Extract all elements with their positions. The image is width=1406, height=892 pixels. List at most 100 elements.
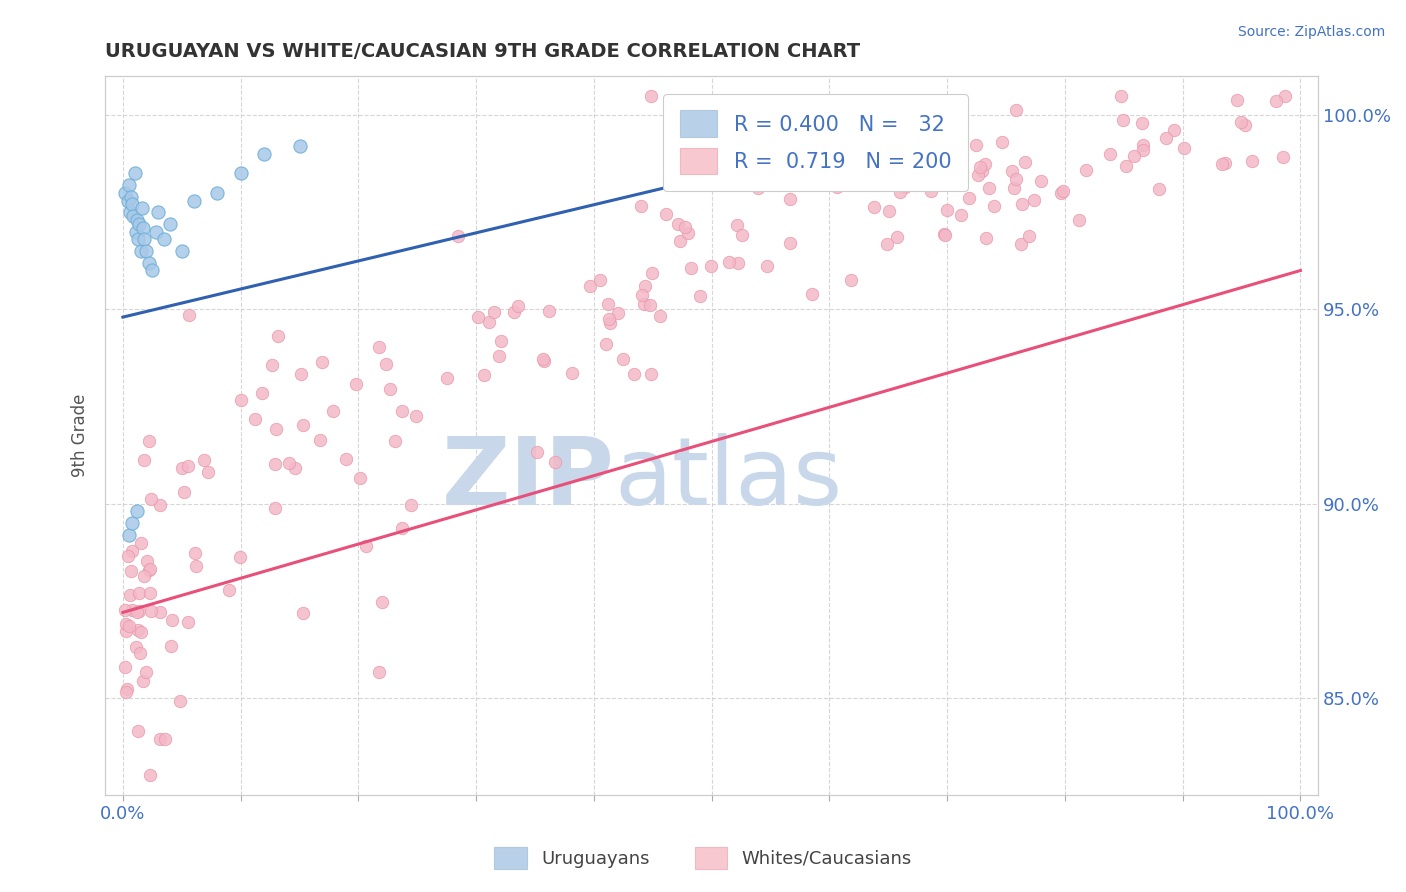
- Point: [160, 614, 183, 628]
- Point: [356, 540, 378, 554]
- Point: [589, 273, 612, 287]
- Point: [384, 434, 406, 449]
- Point: [863, 200, 886, 214]
- Point: [447, 229, 470, 244]
- Point: [229, 550, 252, 565]
- Point: [598, 312, 620, 326]
- Point: [717, 255, 740, 269]
- Point: [229, 166, 252, 180]
- Point: [124, 166, 146, 180]
- Point: [153, 732, 176, 747]
- Point: [796, 174, 818, 188]
- Point: [138, 434, 160, 449]
- Point: [877, 204, 900, 219]
- Point: [700, 260, 723, 274]
- Point: [472, 368, 495, 383]
- Point: [1004, 171, 1026, 186]
- Point: [1010, 237, 1032, 252]
- Point: [533, 351, 555, 366]
- Point: [128, 217, 150, 231]
- Point: [846, 160, 869, 174]
- Point: [779, 236, 801, 251]
- Legend: R = 0.400   N =   32, R =  0.719   N = 200: R = 0.400 N = 32, R = 0.719 N = 200: [664, 94, 969, 191]
- Point: [135, 665, 157, 680]
- Point: [121, 197, 143, 211]
- Point: [934, 149, 956, 163]
- Point: [1002, 181, 1025, 195]
- Point: [391, 404, 413, 418]
- Point: [128, 586, 150, 600]
- Point: [934, 228, 956, 243]
- Point: [374, 357, 396, 371]
- Point: [842, 177, 865, 191]
- Point: [129, 646, 152, 660]
- Point: [800, 287, 823, 301]
- Point: [250, 385, 273, 400]
- Point: [266, 328, 288, 343]
- Point: [1067, 212, 1090, 227]
- Point: [120, 189, 142, 203]
- Point: [943, 107, 966, 121]
- Point: [689, 289, 711, 303]
- Point: [533, 354, 555, 368]
- Point: [1226, 93, 1249, 107]
- Point: [367, 340, 389, 354]
- Point: [132, 220, 155, 235]
- Point: [132, 674, 155, 689]
- Point: [1115, 159, 1137, 173]
- Point: [118, 205, 141, 219]
- Text: URUGUAYAN VS WHITE/CAUCASIAN 9TH GRADE CORRELATION CHART: URUGUAYAN VS WHITE/CAUCASIAN 9TH GRADE C…: [105, 42, 860, 61]
- Y-axis label: 9th Grade: 9th Grade: [72, 394, 89, 477]
- Point: [169, 694, 191, 708]
- Point: [134, 568, 156, 582]
- Point: [889, 185, 911, 199]
- Point: [1147, 182, 1170, 196]
- Point: [932, 227, 955, 242]
- Point: [623, 367, 645, 381]
- Point: [322, 404, 344, 418]
- Point: [121, 544, 143, 558]
- Point: [291, 606, 314, 620]
- Point: [979, 181, 1001, 195]
- Point: [779, 192, 801, 206]
- Point: [121, 603, 143, 617]
- Point: [231, 393, 253, 408]
- Point: [666, 218, 689, 232]
- Point: [122, 209, 145, 223]
- Point: [467, 310, 489, 325]
- Point: [634, 279, 657, 293]
- Point: [139, 768, 162, 782]
- Point: [641, 266, 664, 280]
- Point: [335, 452, 357, 467]
- Point: [1024, 194, 1046, 208]
- Point: [405, 409, 427, 424]
- Point: [127, 605, 149, 619]
- Point: [1132, 144, 1154, 158]
- Point: [197, 465, 219, 479]
- Point: [114, 186, 136, 200]
- Point: [125, 225, 148, 239]
- Text: ZIP: ZIP: [441, 433, 614, 524]
- Point: [128, 604, 150, 618]
- Point: [170, 244, 193, 258]
- Point: [1018, 228, 1040, 243]
- Point: [399, 498, 422, 512]
- Point: [184, 546, 207, 560]
- Point: [391, 521, 413, 535]
- Point: [311, 354, 333, 368]
- Point: [121, 516, 143, 530]
- Point: [114, 624, 136, 639]
- Point: [344, 377, 367, 392]
- Point: [1163, 123, 1185, 137]
- Point: [127, 724, 149, 739]
- Point: [921, 184, 943, 198]
- Point: [264, 501, 287, 516]
- Point: [1274, 88, 1296, 103]
- Point: [990, 136, 1012, 150]
- Point: [371, 595, 394, 609]
- Point: [640, 298, 662, 312]
- Point: [138, 563, 160, 577]
- Point: [170, 461, 193, 475]
- Point: [1112, 112, 1135, 127]
- Point: [544, 455, 567, 469]
